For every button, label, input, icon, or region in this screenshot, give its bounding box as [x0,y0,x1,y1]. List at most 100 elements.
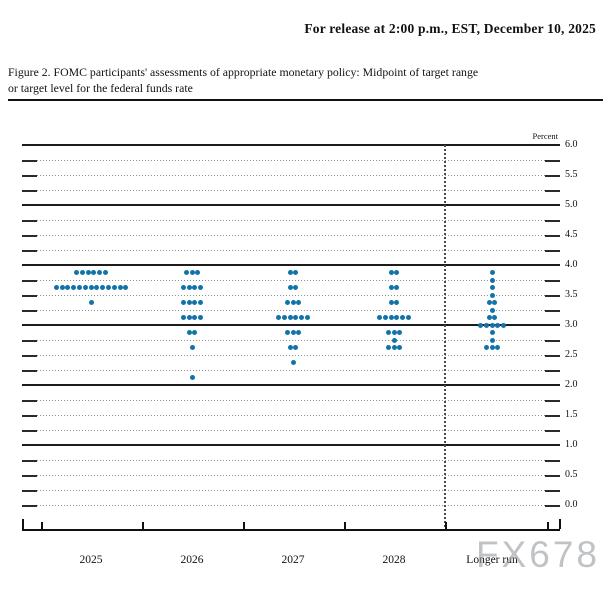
fomc-dot-2025-3.875 [103,270,108,275]
left-tick-5.25 [22,189,37,192]
gridline-dotted-4.5 [37,235,545,236]
x-axis-tick-4 [445,522,447,529]
fomc-dot-2027-2.375 [290,360,296,365]
fomc-dot-2026-3.875 [195,270,201,275]
ytick-label-1.5: 1.5 [565,409,578,420]
right-tick-1.5 [545,414,560,417]
fomc-dot-2026-2.875 [186,330,192,335]
left-tick-2.75 [22,339,37,342]
fomc-dot-2027-3.625 [287,285,293,290]
fomc-dot-2026-3.125 [186,315,192,320]
fomc-dot-longer-run-3.5 [489,292,495,298]
right-tick-3.75 [545,279,560,282]
gridline-dotted-4.25 [37,250,545,251]
fomc-dot-2025-3.875 [74,270,79,275]
left-tick-4.25 [22,249,37,252]
left-tick-0.25 [22,489,37,492]
fomc-dot-longer-run-2.875 [489,330,495,335]
gridline-dotted-5.75 [37,160,545,161]
fomc-dot-2025-3.625 [59,285,65,290]
left-tick-1.25 [22,429,37,432]
longer-run-separator [444,145,446,530]
right-tick-3.25 [545,309,560,312]
gridline-dotted-2.5 [37,355,545,356]
fomc-dot-2026-3.375 [186,300,192,305]
gridline-dotted-2.25 [37,370,545,371]
fomc-dot-2028-3.125 [394,315,400,320]
left-tick-1.75 [22,399,37,402]
left-tick-0 [22,504,37,507]
fomc-dot-2025-3.625 [105,285,111,290]
ytick-label-4: 4.0 [565,259,578,270]
fomc-dot-2026-2.875 [192,330,198,335]
gridline-solid-2 [22,384,560,386]
fomc-dot-2025-3.625 [53,285,59,290]
y-axis-title: Percent [532,131,559,141]
fomc-dot-2027-3.875 [293,270,299,275]
fomc-dot-2025-3.375 [88,300,94,305]
x-axis-tick-1 [142,522,144,529]
gridline-dotted-3.5 [37,295,545,296]
fomc-dot-2027-3.875 [287,270,293,275]
ytick-label-2: 2.0 [565,379,578,390]
fomc-dot-2027-2.875 [296,330,302,335]
fomc-dot-2026-3.875 [189,270,195,275]
x-axis-tick-5 [547,522,549,529]
gridline-solid-5 [22,204,560,206]
release-header: For release at 2:00 p.m., EST, December … [304,21,596,36]
fomc-dot-2025-3.625 [82,285,88,290]
fomc-dot-longer-run-3.75 [489,277,495,283]
right-tick-5.5 [545,174,560,177]
fomc-dot-2026-2.125 [189,375,195,380]
fomc-dot-2027-3.125 [276,315,281,320]
fomc-dot-2027-2.625 [287,345,293,350]
gridline-dotted-5.5 [37,175,545,176]
fomc-dot-2028-3.875 [394,270,400,275]
fomc-dot-2027-3.125 [299,315,305,320]
fomc-dot-2027-3.125 [287,315,293,320]
x-category-label-2025: 2025 [79,554,103,566]
fomc-dot-2027-3.125 [305,315,310,320]
fomc-dot-2026-3.125 [192,315,198,320]
right-tick-2.25 [545,369,560,372]
x-axis-tick-0 [41,522,43,529]
fomc-dot-longer-run-3 [477,322,483,328]
fomc-dot-2027-3.125 [293,315,299,320]
fomc-dot-longer-run-2.75 [489,337,495,343]
fomc-dot-2027-2.875 [284,330,290,335]
left-tick-2.5 [22,354,37,357]
fomc-dot-2028-3.125 [377,315,382,320]
fomc-dot-2028-2.875 [397,330,403,335]
fomc-dot-2028-3.125 [388,315,394,320]
fomc-dot-2026-3.875 [183,270,189,275]
fomc-dot-2027-3.375 [296,300,302,305]
fomc-dot-2027-2.875 [290,330,296,335]
fomc-dot-longer-run-2.625 [495,345,501,350]
fomc-dot-2027-3.125 [281,315,287,320]
gridline-dotted-0.75 [37,460,545,461]
fomc-dot-2026-2.625 [189,345,195,350]
fomc-dot-2025-3.625 [76,285,82,290]
fomc-dot-longer-run-2.625 [483,345,489,350]
fomc-dot-2025-3.875 [85,270,91,275]
gridline-dotted-3.75 [37,280,545,281]
fomc-dot-longer-run-3.25 [489,307,495,313]
fomc-dot-longer-run-3.875 [489,270,495,275]
fomc-dot-2028-3.875 [388,270,394,275]
fomc-dot-2025-3.625 [117,285,123,290]
fomc-dot-longer-run-3.125 [486,315,492,320]
fomc-dot-2028-3.125 [406,315,411,320]
fomc-dot-2027-2.625 [293,345,299,350]
gridline-dotted-0 [37,505,545,506]
fx678-watermark: FX678 [476,534,601,575]
right-tick-1.75 [545,399,560,402]
right-tick-3.5 [545,294,560,297]
fomc-dot-2025-3.625 [123,285,129,290]
fomc-dot-longer-run-3 [501,322,507,328]
left-tick-0.75 [22,459,37,462]
fomc-dot-2026-3.125 [198,315,204,320]
fomc-dot-longer-run-3 [483,322,489,328]
fomc-dot-2026-3.125 [180,315,186,320]
gridline-dotted-1.75 [37,400,545,401]
figure-caption-line2: or target level for the federal funds ra… [8,81,193,95]
